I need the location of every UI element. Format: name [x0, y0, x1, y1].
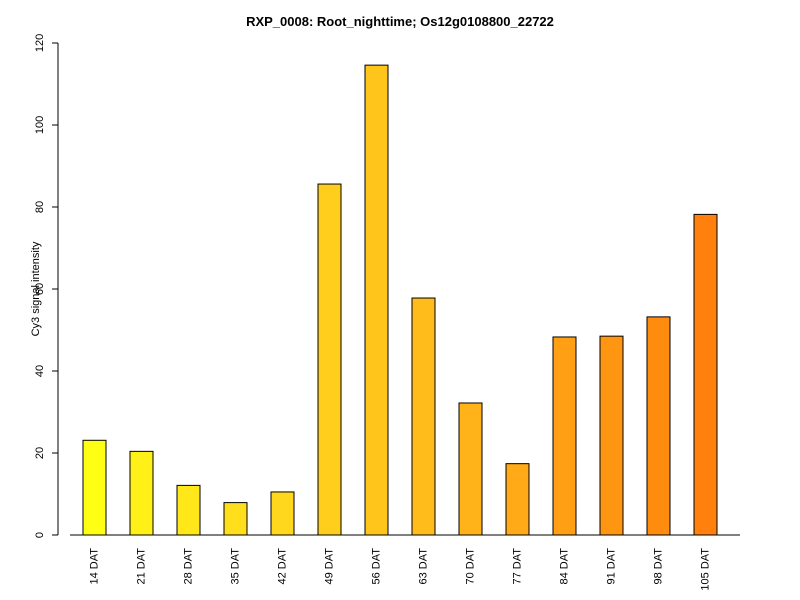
y-tick-label: 40 [34, 365, 46, 377]
x-tick-label: 56 DAT [370, 548, 382, 585]
bar [270, 491, 295, 536]
x-tick-label: 91 DAT [605, 548, 617, 585]
x-tick-label: 63 DAT [417, 548, 429, 585]
bar [82, 439, 107, 536]
x-tick-label: 77 DAT [511, 548, 523, 585]
bar [223, 502, 248, 536]
bar [317, 183, 342, 536]
x-tick-label: 84 DAT [558, 548, 570, 585]
y-axis-label: Cy3 signal intensity [30, 241, 42, 336]
bar [129, 450, 154, 536]
bar [552, 336, 577, 536]
bar [458, 402, 483, 536]
y-tick-label: 60 [34, 283, 46, 295]
x-tick-label: 21 DAT [135, 548, 147, 585]
x-tick-label: 28 DAT [182, 548, 194, 585]
bar [599, 335, 624, 536]
y-tick-label: 100 [34, 116, 46, 134]
y-tick-label: 120 [34, 34, 46, 52]
y-tick-label: 80 [34, 201, 46, 213]
bar [505, 463, 530, 536]
y-tick-label: 0 [34, 532, 46, 538]
x-tick-label: 70 DAT [464, 548, 476, 585]
x-tick-label: 14 DAT [88, 548, 100, 585]
bar [693, 213, 718, 536]
bars [82, 64, 718, 536]
y-tick-label: 20 [34, 447, 46, 459]
x-tick-label: 105 DAT [699, 548, 711, 591]
x-tick-label: 98 DAT [652, 548, 664, 585]
bar [364, 64, 389, 536]
x-axis: 14 DAT 21 DAT 28 DAT 35 DAT 42 DAT 49 DAT 56 D… [70, 534, 740, 591]
chart-title: RXP_0008: Root_nighttime; Os12g0108800_2… [246, 14, 554, 29]
bar [411, 297, 436, 536]
x-tick-label: 42 DAT [276, 548, 288, 585]
bar [646, 316, 671, 536]
bar [176, 484, 201, 536]
x-tick-label: 49 DAT [323, 548, 335, 585]
x-tick-label: 35 DAT [229, 548, 241, 585]
y-axis: 0 20 40 60 80 100 120 [34, 34, 59, 538]
